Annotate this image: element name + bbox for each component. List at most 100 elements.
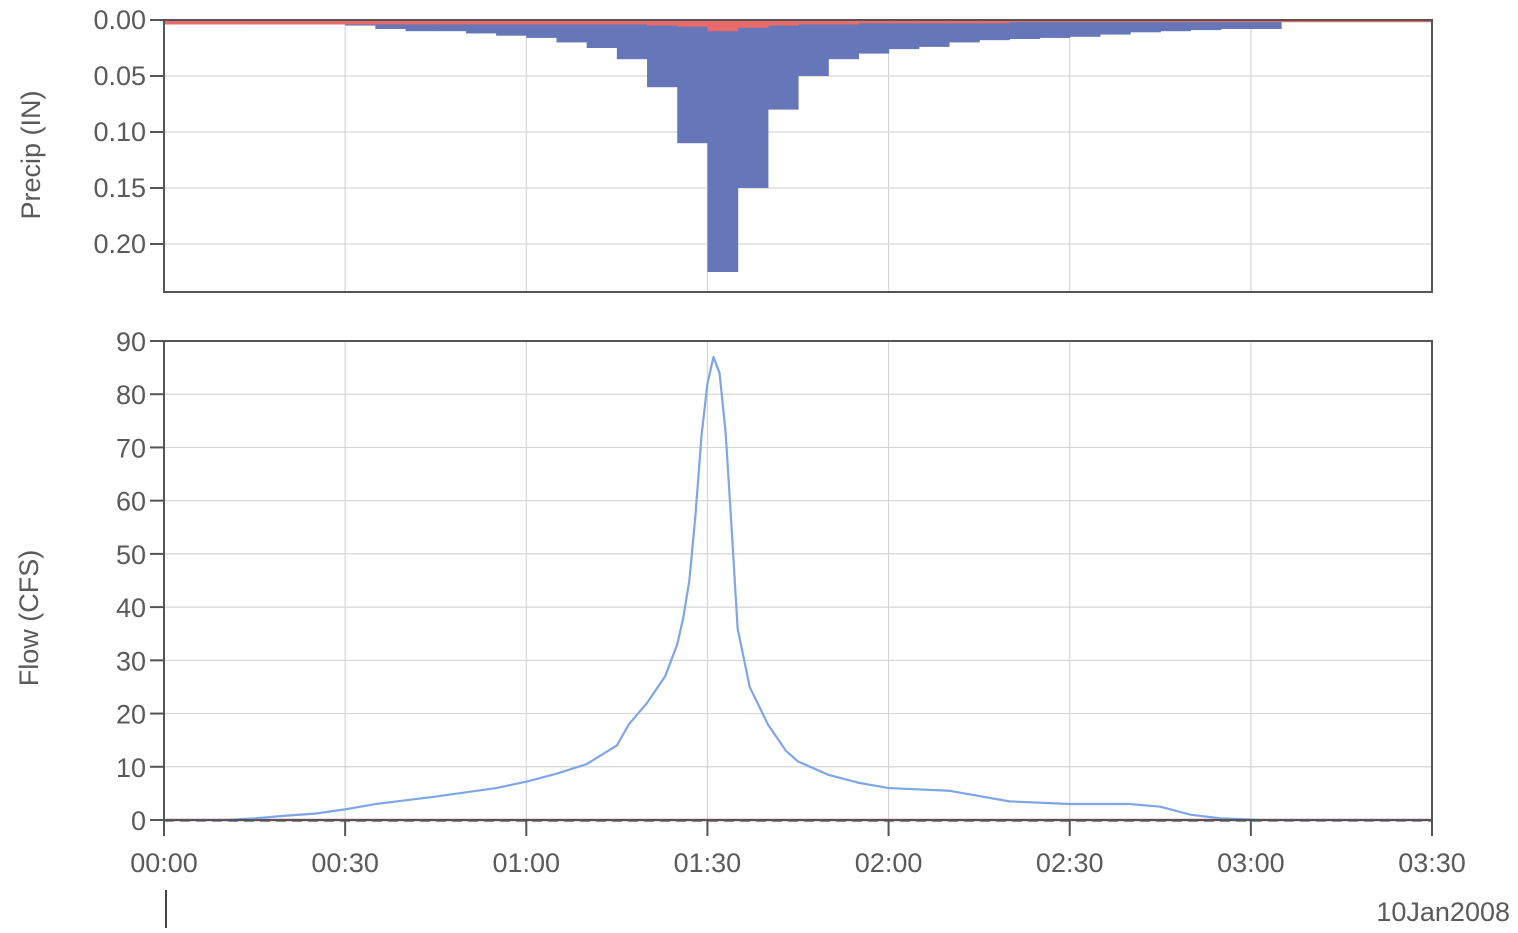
precip-loss-bar [1069,20,1101,23]
precip-loss-bar [737,20,769,28]
precip-loss-bar [858,20,890,24]
precip-loss-bar [979,20,1010,24]
flow-yticks: 90 80 70 60 50 40 30 20 10 0 [116,327,164,836]
precip-bar [435,20,467,32]
precip-loss-bar [1220,20,1252,23]
flow-frame [163,340,1433,821]
precip-ytick-label: 0.20 [93,229,146,259]
precip-loss-bar [1130,20,1161,23]
precip-loss-bar [496,20,527,25]
flow-xtick-label: 01:00 [492,848,560,878]
precip-ytick-label: 0.15 [93,173,146,203]
flow-grid [164,341,1432,820]
precip-loss-bar [1039,20,1071,23]
precip-loss-bar [677,20,709,27]
precip-loss-bar [224,20,256,25]
precip-bar [888,20,920,50]
precip-loss-bar [465,20,497,25]
precip-yticks: 0.00 0.05 0.10 0.15 0.20 [93,5,164,259]
precip-bar [1039,20,1071,38]
precip-bar [1009,20,1041,40]
flow-ytick-label: 80 [116,380,146,410]
date-label: 10Jan2008 [1376,897,1510,927]
precip-loss-bar [707,20,739,32]
precip-loss [164,20,1433,32]
precip-loss-bar [345,20,376,25]
flow-ytick-label: 60 [116,487,146,517]
precip-frame-box [163,19,1433,293]
precip-loss-bar [1099,20,1131,23]
flow-ytick-label: 30 [116,646,146,676]
precip-ytick-label: 0.10 [93,117,146,147]
precip-loss-bar [828,20,859,25]
flow-xtick-label: 03:00 [1217,848,1285,878]
precip-bar [1220,20,1252,29]
precip-bar [798,20,829,76]
flow-ytick-label: 50 [116,540,146,570]
flow-ytick-label: 20 [116,700,146,730]
precip-loss-bar [616,20,648,25]
flow-xtick-label: 01:30 [674,848,742,878]
precip-loss-bar [798,20,829,25]
precip-loss-bar [586,20,618,25]
precip-bar [1069,20,1101,37]
precip-bar [1099,20,1131,35]
flow-panel: 90 80 70 60 50 40 30 20 10 0 00:00 00:30 01:00 01:30… [14,327,1510,928]
flow-ytick-label: 0 [131,806,146,836]
flow-ytick-label: 90 [116,327,146,357]
precip-bar [979,20,1010,41]
precip-bar [737,20,769,188]
flow-ytick-label: 10 [116,753,146,783]
precip-loss-bar [556,20,588,25]
flow-ytick-label: 70 [116,433,146,463]
flow-lines [164,355,1432,822]
precip-bar [1250,20,1282,29]
precip-ylabel: Precip (IN) [16,90,46,219]
precip-loss-bar [526,20,558,25]
precip-loss-bar [1250,20,1282,23]
precip-loss-bar [767,20,799,26]
flow-xtick-label: 00:00 [130,848,198,878]
precip-bar [677,20,709,144]
precip-ytick-label: 0.05 [93,61,146,91]
precip-bar [616,20,648,60]
precip-bar [948,20,980,43]
precip-ytick-label: 0.00 [93,5,146,35]
precip-bar [918,20,950,47]
flow-xtick-label: 02:30 [1036,848,1104,878]
flow-frame-box [163,340,1433,821]
precip-bar [828,20,859,60]
precip-loss-bar [194,20,225,25]
precip-bar [858,20,890,54]
precip-frame [163,19,1433,293]
precip-loss-bar [284,20,316,25]
precip-loss-bar [1160,20,1192,23]
precip-bar [647,20,678,88]
precip-loss-bar [918,20,950,24]
precip-loss-bar [435,20,467,25]
flow-ytick-label: 40 [116,593,146,623]
precip-bar [767,20,799,110]
precip-loss-bar [888,20,920,24]
precip-bar [1160,20,1192,32]
flow-ylabel: Flow (CFS) [14,550,44,687]
precip-loss-bar [1281,20,1433,23]
precip-loss-bar [647,20,678,26]
flow-xtick-label: 00:30 [311,848,379,878]
flow-xtick-label: 02:00 [855,848,923,878]
precip-loss-bar [164,20,195,25]
precip-loss-bar [314,20,346,25]
precip-panel: 0.00 0.05 0.10 0.15 0.20 Precip (IN) [16,5,1433,293]
precip-bars [164,20,1282,272]
precip-loss-bar [375,20,407,25]
precip-loss-bar [1009,20,1041,23]
precip-loss-bar [948,20,980,24]
precip-bar [1190,20,1222,31]
flow-series-line [164,355,1432,822]
precip-bar [1130,20,1161,33]
flow-xtick-label: 03:30 [1398,848,1466,878]
precip-bar [707,20,739,272]
precip-bar [586,20,618,48]
flow-xticks: 00:00 00:30 01:00 01:30 02:00 02:30 03:00 03:30 [130,820,1466,878]
